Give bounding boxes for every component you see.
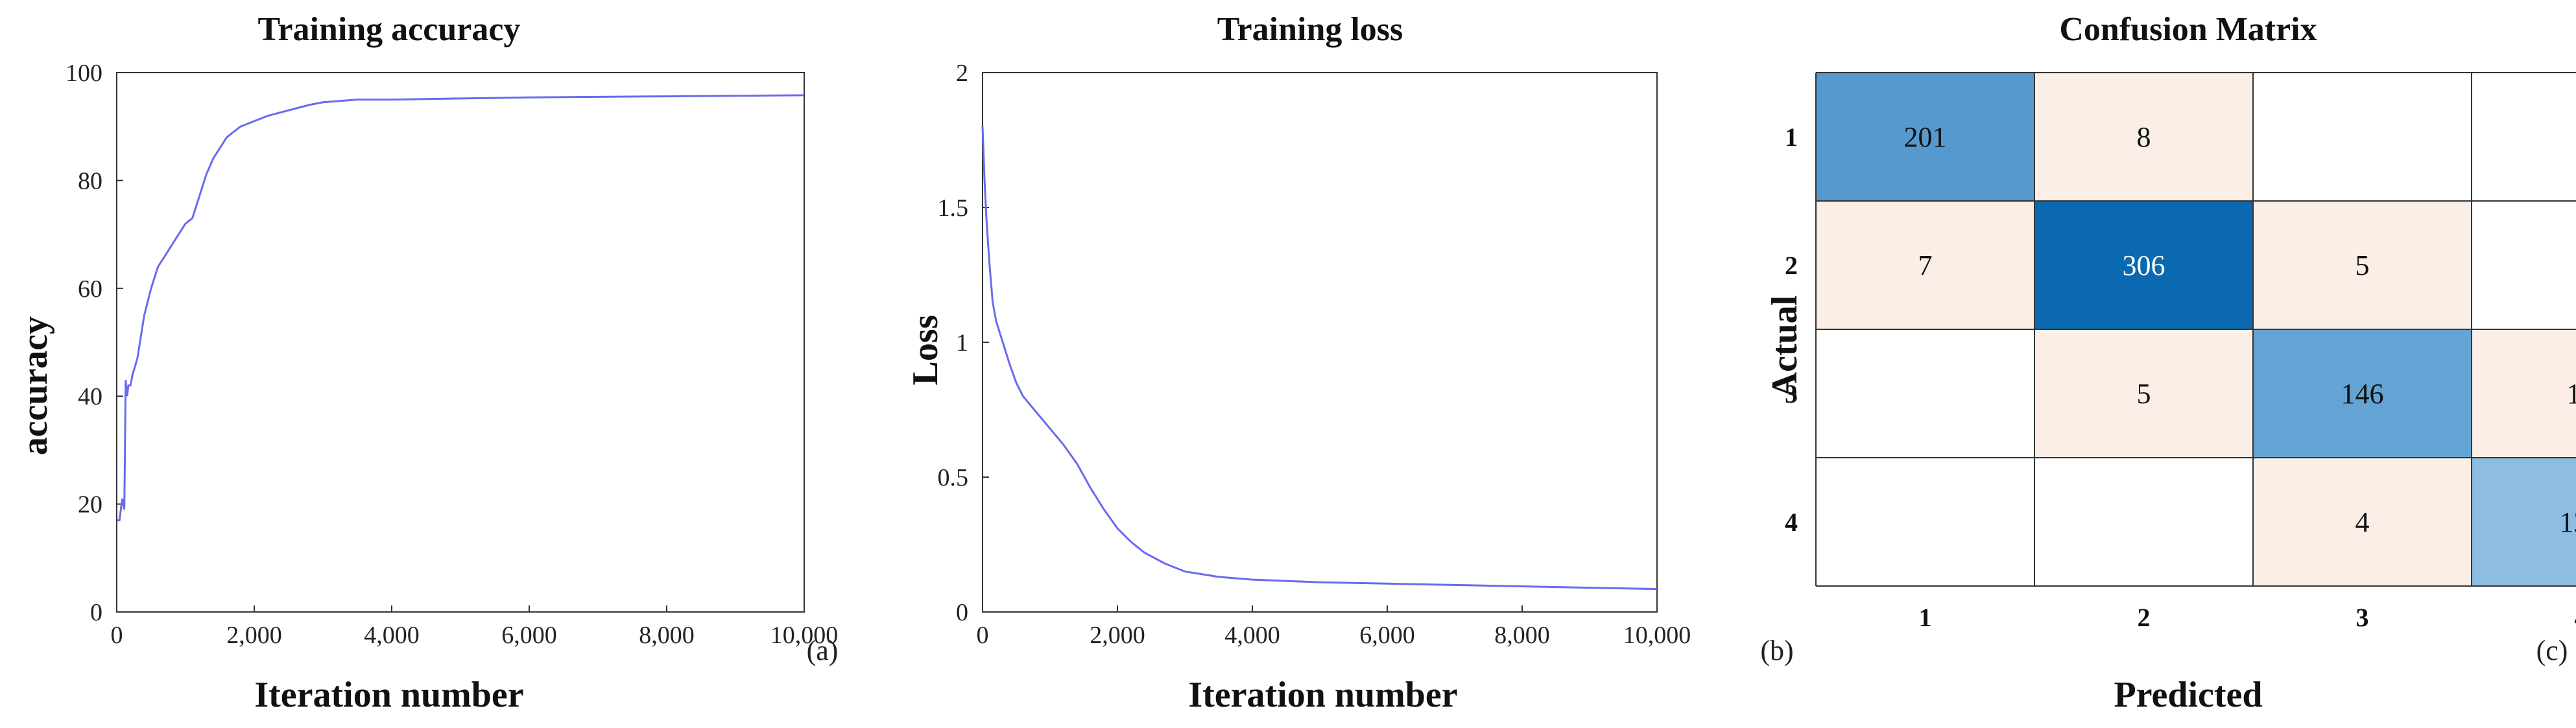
- a-xtick-label: 6,000: [501, 622, 557, 649]
- matrix-cell-value: 4: [2355, 506, 2370, 538]
- predicted-class-label: 3: [2356, 603, 2369, 632]
- loss-series-line: [981, 126, 1658, 591]
- actual-class-label: 1: [1785, 123, 1798, 152]
- panel-label-c: (c): [2536, 635, 2568, 666]
- accuracy-series-line: [117, 94, 805, 522]
- predicted-class-label: 4: [2575, 603, 2576, 632]
- matrix-cell: [2253, 329, 2472, 458]
- confusion-y-axis-label: Actual: [1765, 296, 1805, 399]
- actual-class-label: 2: [1785, 251, 1798, 280]
- loss-plot-frame: [982, 72, 1658, 613]
- b-xtick-label: 0: [977, 622, 989, 649]
- matrix-cell: [2034, 201, 2253, 329]
- accuracy-plot-frame: [116, 72, 805, 613]
- matrix-cell: [2253, 201, 2472, 329]
- matrix-cell: [2034, 329, 2253, 458]
- b-xtick-label: 8,000: [1494, 622, 1550, 649]
- a-ytick-label: 0: [90, 599, 102, 626]
- accuracy-chart: Training accuracy accuracy Iteration num…: [15, 11, 838, 715]
- predicted-class-label: 2: [2138, 603, 2151, 632]
- panel-label-b: (b): [1760, 635, 1793, 666]
- loss-x-axis-label: Iteration number: [1188, 675, 1457, 715]
- b-ytick-label: 0: [956, 599, 968, 626]
- confusion-matrix: Confusion Matrix Actual Predicted (c) 20…: [1765, 11, 2576, 715]
- matrix-cell-value: 13: [2567, 378, 2576, 410]
- a-ytick-label: 100: [66, 60, 102, 87]
- matrix-cell: [2472, 329, 2576, 458]
- confusion-x-axis-label: Predicted: [2114, 675, 2262, 715]
- matrix-cell-value: 5: [2137, 378, 2151, 410]
- matrix-cell-value: 7: [1918, 250, 1933, 281]
- b-ytick-label: 1: [956, 329, 968, 357]
- accuracy-y-axis-label: accuracy: [15, 316, 55, 456]
- b-ytick-label: 0.5: [938, 464, 969, 491]
- b-xtick-label: 4,000: [1224, 622, 1280, 649]
- a-xtick-label: 8,000: [639, 622, 695, 649]
- loss-y-axis-label: Loss: [905, 315, 946, 386]
- a-xtick-label: 4,000: [364, 622, 420, 649]
- a-ytick-label: 20: [78, 491, 102, 519]
- matrix-cell: [1816, 73, 2034, 201]
- loss-chart-title: Training loss: [1217, 11, 1403, 48]
- loss-chart: Training loss Loss Iteration number (b) …: [905, 11, 1794, 715]
- b-xtick-label: 2,000: [1090, 622, 1145, 649]
- b-ytick-label: 2: [956, 60, 968, 87]
- a-ytick-label: 60: [78, 276, 102, 303]
- accuracy-x-axis-label: Iteration number: [254, 675, 523, 715]
- a-xtick-label: 0: [111, 622, 123, 649]
- actual-class-label: 3: [1785, 379, 1798, 408]
- b-xtick-label: 6,000: [1359, 622, 1415, 649]
- b-xtick-label: 10,000: [1623, 622, 1691, 649]
- matrix-cell-value: 122: [2560, 506, 2576, 538]
- matrix-cell-value: 5: [2355, 250, 2370, 281]
- matrix-cell-value: 306: [2123, 250, 2165, 281]
- a-xtick-label: 2,000: [226, 622, 282, 649]
- predicted-class-label: 1: [1919, 603, 1932, 632]
- matrix-cell-value: 8: [2137, 121, 2151, 153]
- matrix-cell: [2472, 458, 2576, 586]
- a-ytick-label: 80: [78, 167, 102, 194]
- accuracy-chart-title: Training accuracy: [258, 11, 521, 48]
- actual-class-label: 4: [1785, 508, 1798, 537]
- matrix-cell: [2253, 458, 2472, 586]
- matrix-cell-value: 146: [2341, 378, 2384, 410]
- matrix-cell-value: 201: [1904, 121, 1947, 153]
- confusion-matrix-title: Confusion Matrix: [2059, 11, 2317, 48]
- a-ytick-label: 40: [78, 383, 102, 410]
- panel-label-a: (a): [807, 635, 839, 666]
- a-xtick-label: 10,000: [770, 622, 839, 649]
- matrix-cell: [1816, 201, 2034, 329]
- matrix-cell: [2034, 73, 2253, 201]
- b-ytick-label: 1.5: [938, 194, 969, 222]
